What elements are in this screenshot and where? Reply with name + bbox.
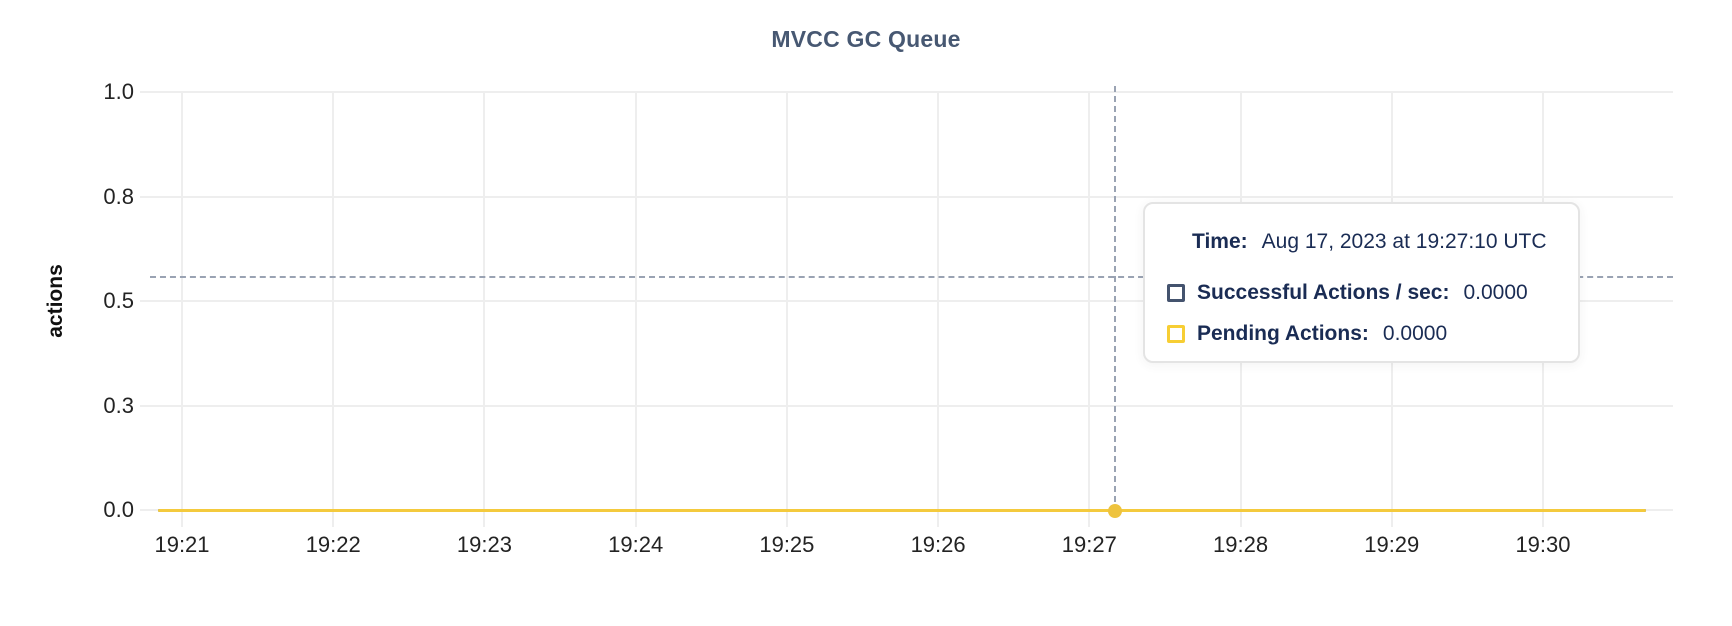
crosshair-vertical	[1113, 86, 1116, 512]
x-gridline	[1088, 92, 1091, 527]
x-tick-label: 19:22	[305, 532, 361, 557]
tooltip-pending-label: Pending Actions:	[1197, 322, 1369, 345]
y-gridline	[140, 91, 1673, 93]
x-gridline	[181, 92, 183, 527]
tooltip-successful-row: Successful Actions / sec: 0.0000	[1167, 280, 1562, 306]
x-tick-label: 19:24	[608, 532, 664, 557]
y-tick-label: 1.0	[103, 79, 134, 104]
y-gridline	[140, 195, 1673, 198]
y-tick-label: 0.0	[103, 497, 134, 522]
x-tick-label: 19:25	[759, 532, 815, 557]
y-tick-label: 0.3	[103, 392, 134, 418]
crosshair-horizontal	[150, 276, 1673, 278]
x-tick-label: 19:28	[1213, 532, 1269, 557]
x-gridline	[785, 92, 788, 527]
x-gridline	[634, 92, 637, 527]
tooltip-successful-label: Successful Actions / sec:	[1197, 281, 1450, 304]
x-gridline	[483, 92, 486, 527]
x-tick-label: 19:27	[1061, 532, 1117, 557]
x-tick-label: 19:21	[154, 532, 210, 557]
tooltip-pending-value: 0.0000	[1382, 322, 1448, 345]
tooltip-time-value: Aug 17, 2023 at 19:27:10 UTC	[1261, 230, 1547, 253]
y-tick-label: 0.5	[103, 288, 134, 313]
pending-actions-swatch-icon	[1167, 325, 1185, 343]
hover-point	[1107, 504, 1122, 518]
tooltip-time-label: Time:	[1192, 230, 1248, 253]
x-gridline	[332, 92, 335, 527]
x-gridline	[937, 92, 940, 527]
y-gridline	[140, 300, 1673, 302]
successful-actions-swatch-icon	[1167, 284, 1185, 302]
chart-title: MVCC GC Queue	[771, 26, 961, 52]
tooltip-pending-row: Pending Actions: 0.0000	[1167, 321, 1562, 347]
x-tick-label: 19:23	[456, 532, 512, 557]
pending-actions-line	[158, 508, 1646, 512]
y-gridline	[140, 404, 1673, 407]
hover-tooltip: Time: Aug 17, 2023 at 19:27:10 UTC Succe…	[1143, 202, 1580, 363]
x-tick-label: 19:29	[1364, 532, 1420, 557]
tooltip-time-row: Time: Aug 17, 2023 at 19:27:10 UTC	[1192, 229, 1562, 255]
x-tick-label: 19:30	[1515, 532, 1571, 557]
x-tick-label: 19:26	[910, 532, 966, 557]
y-tick-label: 0.8	[103, 183, 134, 209]
tooltip-successful-value: 0.0000	[1463, 281, 1528, 304]
